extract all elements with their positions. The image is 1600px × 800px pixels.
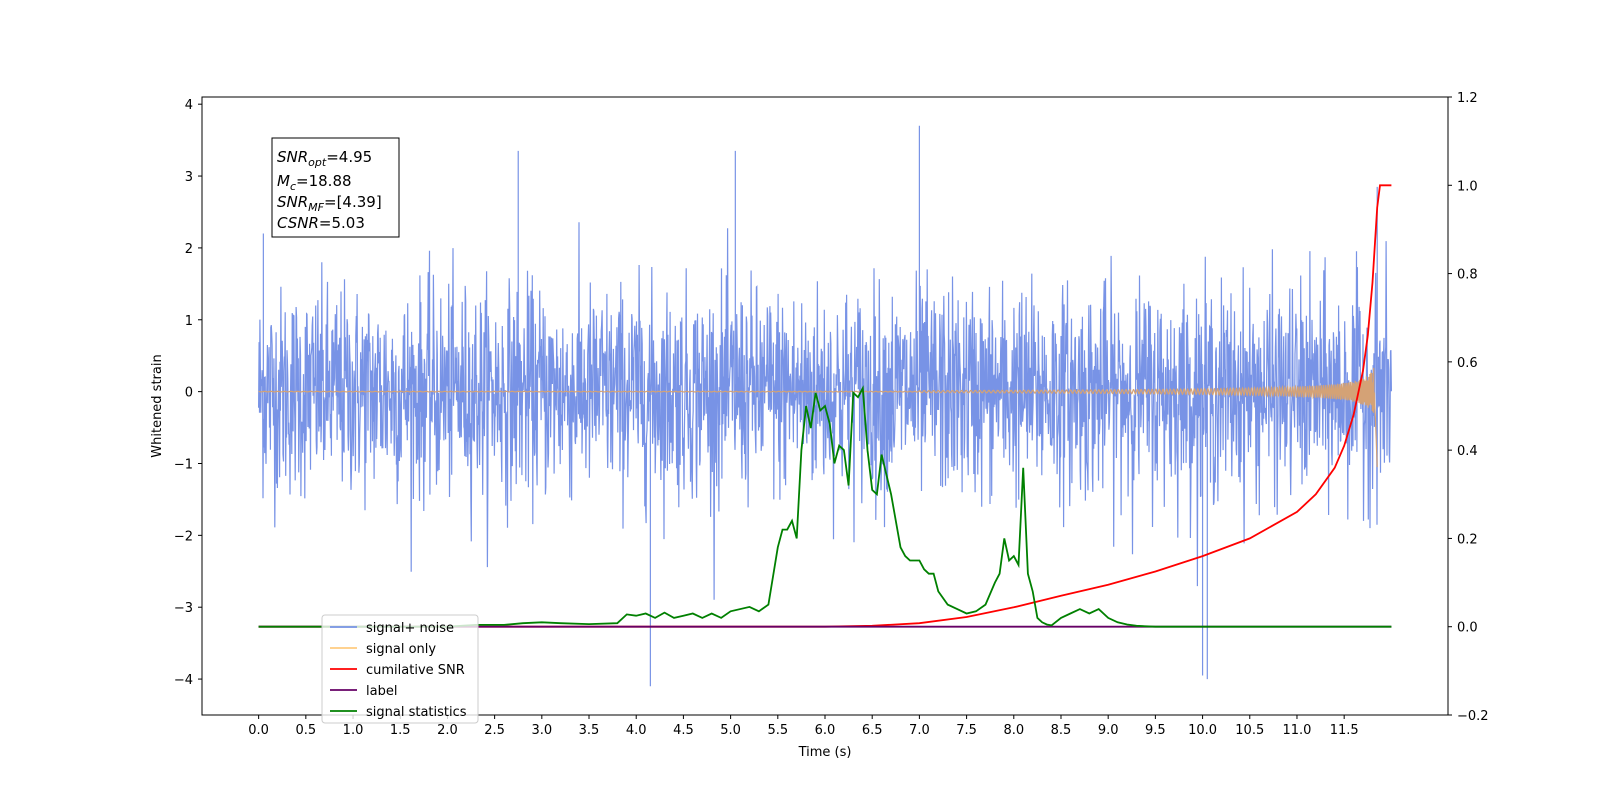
y-tick-label: −1 bbox=[174, 457, 193, 472]
annotation-line-mc: Mc=18.88 bbox=[277, 172, 352, 193]
x-tick-label: 10.5 bbox=[1235, 723, 1264, 738]
x-tick-label: 0.0 bbox=[248, 723, 269, 738]
x-tick-label: 4.0 bbox=[626, 723, 647, 738]
y-axis-label: Whitened strain bbox=[150, 354, 165, 457]
signal-only-trace bbox=[258, 367, 1378, 468]
y2-tick-label: 0.0 bbox=[1457, 621, 1478, 636]
legend-label: signal only bbox=[366, 642, 436, 657]
x-tick-label: 9.0 bbox=[1098, 723, 1119, 738]
x-tick-label: 3.0 bbox=[531, 723, 552, 738]
x-tick-label: 11.0 bbox=[1282, 723, 1311, 738]
y2-tick-label: 0.4 bbox=[1457, 444, 1478, 459]
y-axis-ticks: −4 −3 −2 −1 0 1 2 3 4 bbox=[174, 98, 202, 688]
y-tick-label: 2 bbox=[185, 242, 193, 257]
x-tick-label: 5.0 bbox=[720, 723, 741, 738]
y2-axis-ticks: −0.2 0.0 0.2 0.4 0.6 0.8 1.0 1.2 bbox=[1448, 91, 1489, 724]
annotation-line-snr-mf: SNRMF=[4.39] bbox=[277, 193, 382, 214]
legend-box bbox=[321, 614, 479, 724]
x-tick-label: 11.5 bbox=[1330, 723, 1359, 738]
legend-label: signal+ noise bbox=[366, 621, 454, 636]
legend-label: cumilative SNR bbox=[366, 663, 465, 678]
legend-label: signal statistics bbox=[366, 705, 467, 720]
x-tick-label: 8.5 bbox=[1051, 723, 1072, 738]
series-line-signal-statistics bbox=[258, 385, 1392, 628]
x-tick-label: 4.5 bbox=[673, 723, 694, 738]
y-tick-label: −2 bbox=[174, 529, 193, 544]
x-tick-label: 1.0 bbox=[343, 723, 364, 738]
y-tick-label: −4 bbox=[174, 673, 193, 688]
x-tick-label: 2.0 bbox=[437, 723, 458, 738]
y2-tick-label: 0.6 bbox=[1457, 356, 1478, 371]
annotation-line-csnr: CSNR=5.03 bbox=[277, 214, 365, 232]
x-tick-label: 1.5 bbox=[390, 723, 411, 738]
y2-tick-label: 1.2 bbox=[1457, 91, 1478, 106]
x-tick-label: 9.5 bbox=[1145, 723, 1166, 738]
x-tick-label: 6.5 bbox=[862, 723, 883, 738]
x-tick-label: 2.5 bbox=[484, 723, 505, 738]
y2-tick-label: 1.0 bbox=[1457, 179, 1478, 194]
annotation-box: SNRopt=4.95 Mc=18.88 SNRMF=[4.39] CSNR=5… bbox=[271, 137, 400, 238]
annotation-line-snr-opt: SNRopt=4.95 bbox=[277, 148, 372, 169]
y2-tick-label: 0.8 bbox=[1457, 268, 1478, 283]
x-tick-label: 7.5 bbox=[956, 723, 977, 738]
y-tick-label: 1 bbox=[185, 314, 193, 329]
y2-tick-label: −0.2 bbox=[1457, 709, 1489, 724]
series-line-cumilative-snr bbox=[258, 184, 1392, 628]
x-tick-label: 5.5 bbox=[767, 723, 788, 738]
legend: signal+ noise signal only cumilative SNR la… bbox=[321, 614, 479, 724]
x-axis-label: Time (s) bbox=[798, 745, 852, 760]
x-tick-label: 3.5 bbox=[579, 723, 600, 738]
x-tick-label: 10.0 bbox=[1188, 723, 1217, 738]
chirp-line bbox=[258, 367, 1378, 468]
y-tick-label: −3 bbox=[174, 601, 193, 616]
x-tick-label: 0.5 bbox=[295, 723, 316, 738]
y-tick-label: 0 bbox=[185, 386, 193, 401]
y-tick-label: 3 bbox=[185, 170, 193, 185]
y-tick-label: 4 bbox=[185, 98, 193, 113]
signal-noise-trace bbox=[258, 125, 1392, 687]
y2-tick-label: 0.2 bbox=[1457, 532, 1478, 547]
x-tick-label: 8.0 bbox=[1003, 723, 1024, 738]
x-tick-label: 7.0 bbox=[909, 723, 930, 738]
x-tick-label: 6.0 bbox=[815, 723, 836, 738]
legend-label: label bbox=[366, 684, 397, 699]
